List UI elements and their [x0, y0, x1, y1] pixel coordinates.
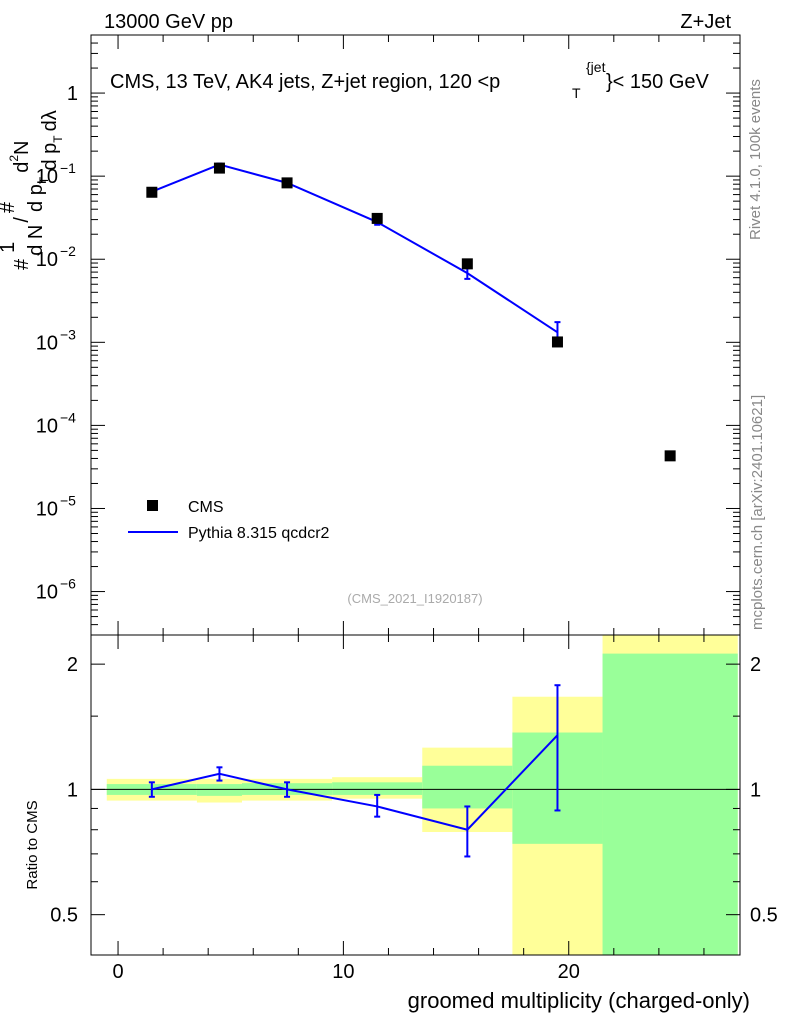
main-x-ticks: [117, 35, 705, 635]
cms-data-point: [146, 186, 158, 198]
ratio-series: [148, 684, 561, 858]
main-ytick-exponent: −5: [60, 492, 76, 508]
main-ytick-exponent: −2: [60, 243, 76, 259]
ratio-xtick-label: 20: [558, 961, 580, 983]
plot-title-sup: {jet: [586, 59, 606, 75]
ratio-ytick-label: 1: [67, 779, 78, 801]
legend: CMS Pythia 8.315 qcdcr2: [128, 499, 330, 542]
main-ytick-exponent: −4: [60, 409, 76, 425]
legend-cms-label: CMS: [188, 499, 224, 516]
header-left: 13000 GeV pp: [104, 11, 233, 33]
ratio-xtick-label: 10: [332, 961, 354, 983]
header-right: Z+Jet: [680, 11, 731, 33]
mc-line: [151, 163, 559, 334]
ratio-mc-line: [151, 734, 559, 831]
legend-cms-marker: [147, 500, 158, 511]
analysis-id: (CMS_2021_I1920187): [347, 591, 482, 606]
main-ytick-exponent: −1: [60, 160, 76, 176]
ratio-ytick-label-right: 2: [750, 654, 761, 676]
main-y-ticks: 110−110−210−310−410−510−6: [36, 34, 740, 636]
main-ytick-label: 10: [36, 582, 58, 604]
plot-title-end: }< 150 GeV: [606, 71, 710, 93]
legend-mc-label: Pythia 8.315 qcdcr2: [188, 525, 330, 542]
ratio-ytick-label: 2: [67, 654, 78, 676]
main-ytick-label: 10: [36, 498, 58, 520]
x-axis-label: groomed multiplicity (charged-only): [408, 988, 750, 1013]
main-ytick-exponent: −6: [60, 576, 76, 592]
plot-title-main: CMS, 13 TeV, AK4 jets, Z+jet region, 120…: [110, 71, 500, 93]
ratio-y-axis-label: Ratio to CMS: [24, 800, 41, 889]
cms-data-point: [664, 450, 676, 462]
ratio-y-ticks: 2 2 1 1 0.5 0.5: [50, 654, 778, 927]
main-series: [146, 162, 676, 462]
main-ytick-exponent: −3: [60, 326, 76, 342]
ratio-ytick-label-right: 1: [750, 779, 761, 801]
ratio-bands: [106, 635, 738, 955]
mcplots-label: mcplots.cern.ch [arXiv:2401.10621]: [749, 395, 766, 630]
rivet-label: Rivet 4.1.0, 100k events: [747, 79, 764, 240]
cms-data-point: [371, 212, 383, 224]
cms-data-point: [213, 162, 225, 174]
main-ytick-label: 1: [67, 83, 78, 105]
ratio-ytick-label-right: 0.5: [750, 905, 778, 927]
ratio-x-ticks: 0 10 20: [112, 635, 705, 983]
main-plot-frame: [90, 34, 741, 636]
main-ytick-label: 10: [36, 249, 58, 271]
ratio-ytick-label: 0.5: [50, 905, 78, 927]
cms-data-point: [461, 258, 473, 270]
ratio-plot-frame: [90, 634, 741, 956]
plot-title: CMS, 13 TeV, AK4 jets, Z+jet region, 120…: [110, 59, 710, 101]
main-ytick-label: 10: [36, 166, 58, 188]
uncertainty-band-inner: [332, 782, 423, 795]
uncertainty-band-inner: [196, 784, 242, 796]
ratio-xtick-label: 0: [112, 961, 123, 983]
uncertainty-band-inner: [422, 765, 513, 809]
cms-data-point: [281, 177, 293, 189]
main-ytick-label: 10: [36, 332, 58, 354]
uncertainty-band-inner: [602, 653, 738, 955]
plot-title-sub: T: [572, 85, 581, 101]
cms-data-point: [551, 336, 563, 348]
main-ytick-label: 10: [36, 415, 58, 437]
